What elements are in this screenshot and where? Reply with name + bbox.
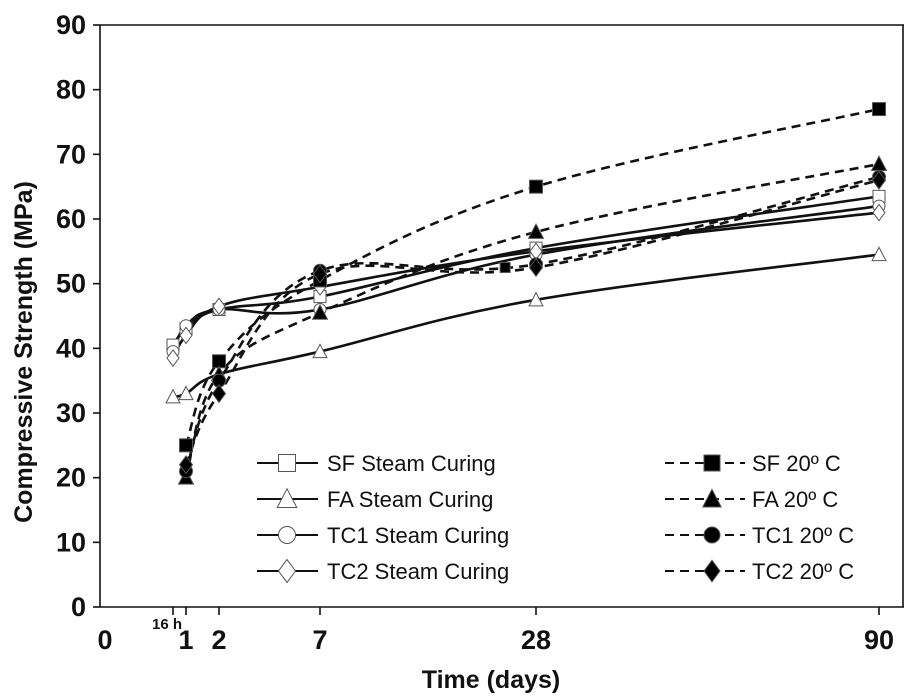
- data-point: [312, 343, 328, 359]
- y-tick-label: 80: [56, 75, 86, 105]
- legend-marker: [701, 488, 723, 508]
- legend-label: TC2 Steam Curing: [327, 559, 509, 584]
- data-point: [528, 291, 544, 307]
- data-point: [178, 385, 194, 401]
- y-tick-label: 50: [56, 269, 86, 299]
- data-point: [872, 102, 886, 117]
- legend-marker: [703, 559, 721, 583]
- data-point: [870, 155, 888, 172]
- legend-label: FA 20º C: [752, 487, 838, 512]
- legend-label: SF Steam Curing: [327, 451, 496, 476]
- data-point: [871, 170, 887, 190]
- series-line: [172, 253, 880, 399]
- data-point: [527, 223, 545, 239]
- y-tick-label: 20: [56, 463, 86, 493]
- data-point: [312, 264, 328, 284]
- data-point: [178, 455, 194, 475]
- x-tick-label: 7: [312, 625, 327, 655]
- legend-marker: [278, 526, 296, 544]
- y-tick-label: 10: [56, 527, 86, 557]
- legend-label: FA Steam Curing: [327, 487, 493, 512]
- data-point: [212, 297, 226, 316]
- data-point: [871, 246, 887, 262]
- legend-marker: [277, 558, 297, 584]
- legend-marker: [703, 526, 721, 544]
- y-tick-label: 90: [56, 10, 86, 40]
- x-tick-label: 90: [864, 625, 894, 655]
- data-point: [166, 349, 180, 367]
- y-tick-label: 60: [56, 204, 86, 234]
- legend-label: TC1 Steam Curing: [327, 523, 509, 548]
- data-point: [872, 203, 886, 222]
- data-point: [499, 262, 511, 273]
- data-point: [179, 326, 193, 345]
- legend-label: TC1 20º C: [752, 523, 854, 548]
- data-point: [528, 257, 544, 278]
- legend-marker: [276, 487, 298, 508]
- x-tick-label: 0: [97, 625, 112, 655]
- series-line: [171, 211, 880, 359]
- legend-label: SF 20º C: [752, 451, 841, 476]
- legend-marker: [278, 454, 296, 472]
- y-tick-label: 0: [71, 592, 86, 622]
- data-point: [311, 303, 329, 320]
- series-line: [184, 107, 880, 446]
- data-point: [211, 383, 227, 404]
- legend: SF Steam Curing FA Steam Curing TC1 Steam …: [257, 451, 854, 584]
- series-markers: [165, 102, 888, 485]
- series-curves: [171, 107, 880, 479]
- y-tick-label: 70: [56, 139, 86, 169]
- data-point: [529, 179, 543, 194]
- x-tick-label: 16 h: [152, 616, 182, 633]
- x-axis-title: Time (days): [422, 666, 560, 694]
- x-tick-label: 28: [521, 625, 551, 655]
- legend-marker: [703, 454, 721, 472]
- y-axis-title: Compressive Strength (MPa): [10, 181, 38, 523]
- x-tick-label: 2: [211, 625, 226, 655]
- y-tick-label: 30: [56, 398, 86, 428]
- x-tick-label: 1: [178, 625, 193, 655]
- legend-label: TC2 20º C: [752, 559, 854, 584]
- axes: 0 10 20 30 40 50 60 70 80 90 0 16 h1 2 7 28 90: [56, 10, 904, 655]
- series-line: [184, 175, 880, 472]
- data-point: [179, 438, 193, 453]
- y-tick-label: 40: [56, 333, 86, 363]
- data-point: [165, 388, 181, 404]
